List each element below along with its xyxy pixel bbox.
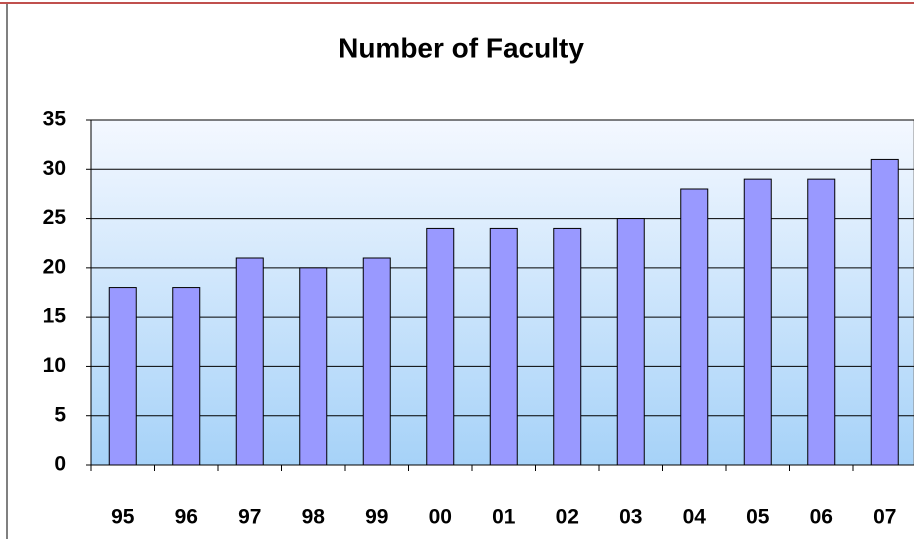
bar <box>172 287 201 466</box>
y-tick-label: 5 <box>54 403 66 426</box>
x-tick-label: 07 <box>873 506 896 529</box>
bar <box>553 227 582 466</box>
x-tick-label: 03 <box>619 506 642 529</box>
x-tick-label: 02 <box>556 506 579 529</box>
x-tick-label: 98 <box>302 506 326 529</box>
y-tick-label: 15 <box>43 305 67 328</box>
bar <box>680 188 709 466</box>
x-tick-label: 99 <box>365 506 388 529</box>
bar <box>489 227 518 466</box>
y-tick-label: 20 <box>43 255 66 278</box>
bar <box>743 178 772 466</box>
bar <box>870 158 899 466</box>
x-tick-label: 06 <box>810 506 833 529</box>
x-tick-label: 04 <box>683 506 707 529</box>
bar <box>616 218 645 466</box>
y-tick-label: 30 <box>43 157 66 180</box>
bar <box>807 178 836 466</box>
bar <box>426 227 455 466</box>
x-tick-label: 95 <box>111 506 135 529</box>
y-tick-label: 10 <box>43 354 66 377</box>
x-tick-label: 00 <box>429 506 452 529</box>
bar <box>362 257 391 466</box>
y-tick-label: 35 <box>43 108 67 131</box>
y-tick-label: 25 <box>43 206 67 229</box>
chart-title: Number of Faculty <box>338 32 584 63</box>
bar <box>235 257 264 466</box>
bar <box>108 287 137 466</box>
x-tick-label: 01 <box>492 506 516 529</box>
x-tick-label: 96 <box>175 506 198 529</box>
x-tick-label: 97 <box>238 506 261 529</box>
bar <box>299 267 328 466</box>
x-tick-label: 05 <box>746 506 770 529</box>
y-tick-label: 0 <box>54 453 66 476</box>
